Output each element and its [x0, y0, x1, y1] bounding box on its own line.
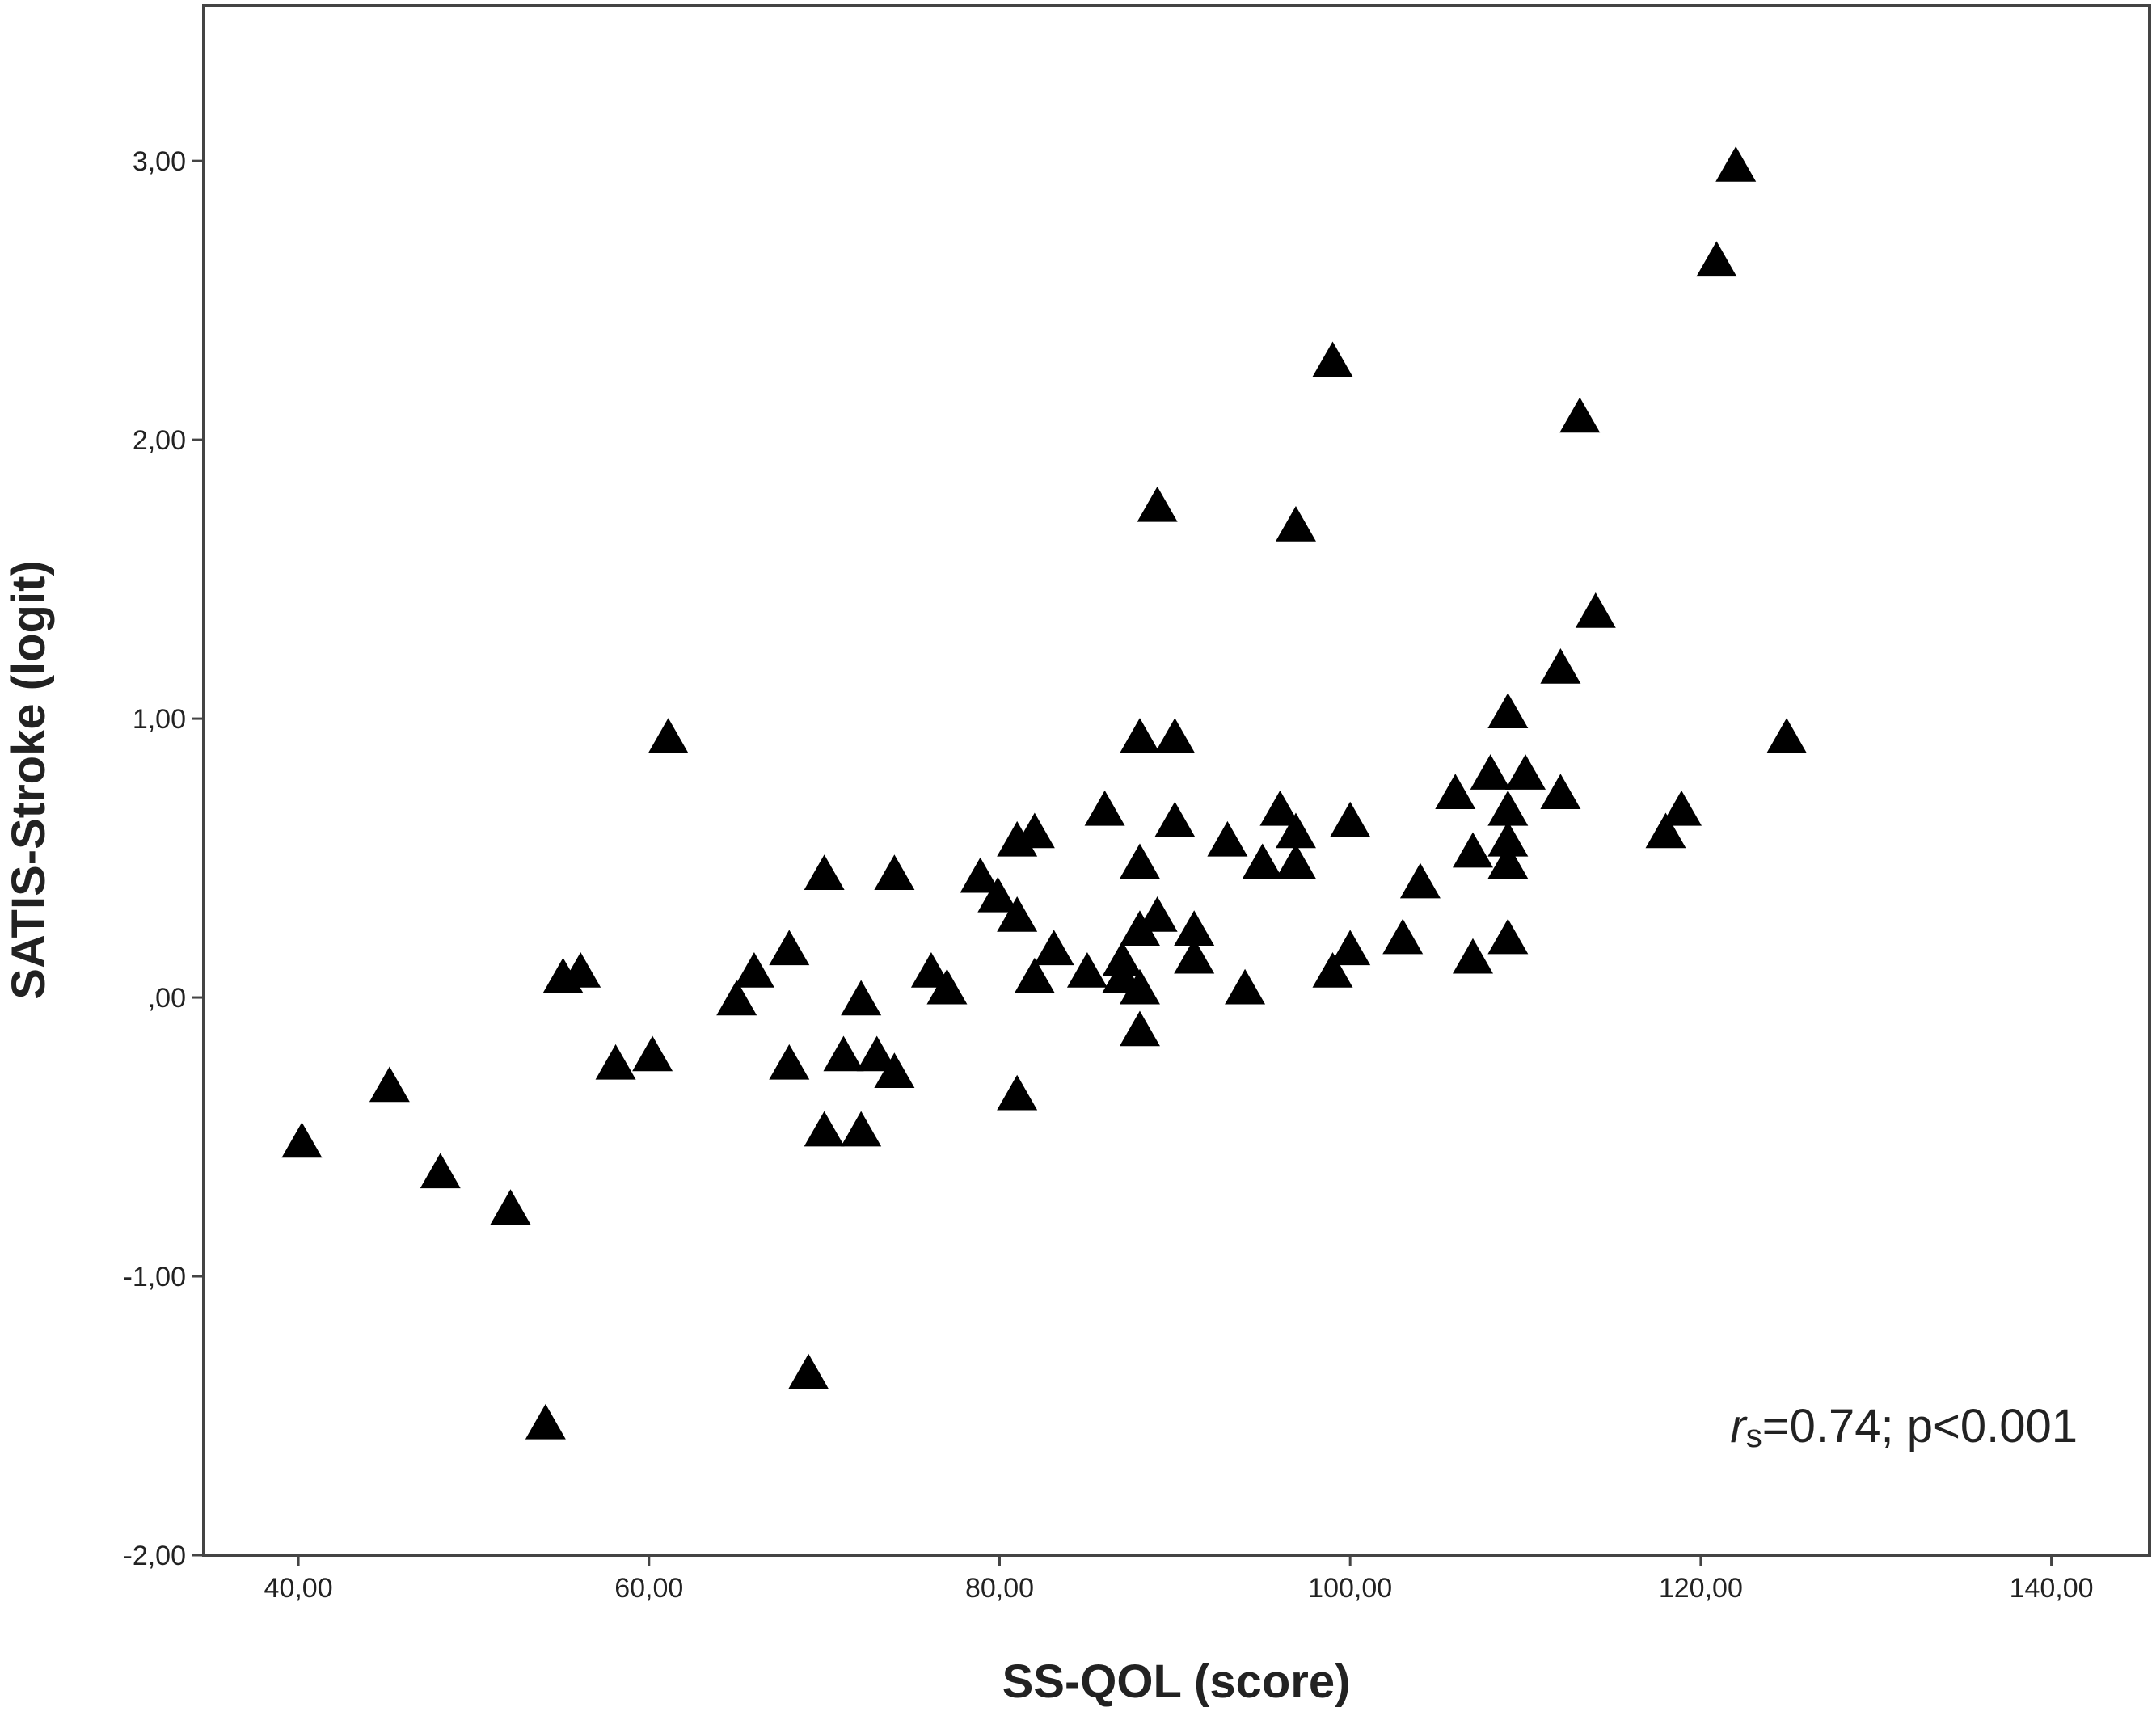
point — [1312, 341, 1353, 377]
point — [1066, 952, 1108, 988]
point — [874, 1052, 915, 1088]
point — [804, 1111, 845, 1147]
point — [733, 952, 774, 988]
point — [648, 718, 689, 753]
point — [1505, 754, 1546, 790]
point — [632, 1035, 673, 1072]
point — [1487, 693, 1529, 728]
point — [997, 896, 1038, 932]
point — [788, 1353, 829, 1389]
x-axis-title: SS-QOL (score) — [1002, 1655, 1351, 1708]
point — [804, 854, 845, 891]
point — [769, 1044, 810, 1080]
y-tick-label: 3,00 — [133, 146, 186, 177]
point — [910, 952, 951, 988]
x-tick-label: 40,00 — [264, 1573, 333, 1604]
x-tick-label: 100,00 — [1308, 1573, 1392, 1604]
x-tick-label: 140,00 — [2010, 1573, 2094, 1604]
point — [1119, 718, 1160, 753]
point — [1275, 506, 1316, 542]
point — [1014, 957, 1055, 993]
point — [1540, 647, 1581, 684]
point — [1312, 952, 1353, 988]
point — [960, 857, 1001, 893]
point — [369, 1066, 410, 1103]
point — [560, 952, 601, 988]
annotation: rs=0.74; p<0.001 — [1730, 1400, 2078, 1454]
point — [490, 1189, 531, 1225]
point — [1715, 146, 1757, 182]
x-tick-label: 120,00 — [1659, 1573, 1743, 1604]
y-axis-title: SATIS-Stroke (logit) — [2, 560, 55, 999]
point — [1137, 486, 1178, 522]
annotation-r: r — [1730, 1400, 1748, 1452]
point — [1154, 801, 1196, 837]
y-tick-label: 2,00 — [133, 425, 186, 456]
point — [1645, 812, 1686, 849]
x-tick-label: 60,00 — [614, 1573, 683, 1604]
x-tick-label: 80,00 — [965, 1573, 1034, 1604]
point — [769, 930, 810, 966]
plot-frame — [202, 4, 2151, 1557]
point — [1399, 862, 1441, 899]
point — [1382, 918, 1424, 955]
point — [977, 876, 1019, 913]
point — [1487, 843, 1529, 879]
y-tick-label: 1,00 — [133, 704, 186, 735]
point — [1696, 241, 1737, 277]
point — [1559, 397, 1601, 433]
point — [1014, 812, 1055, 849]
annotation-sub: s — [1746, 1419, 1762, 1454]
point — [1119, 1010, 1160, 1047]
point — [1540, 774, 1581, 809]
point — [1207, 820, 1248, 857]
point — [1275, 843, 1316, 879]
point — [997, 1074, 1038, 1111]
point — [1487, 918, 1529, 955]
point — [1137, 896, 1178, 932]
point — [1084, 790, 1125, 826]
y-tick-label: ,00 — [148, 983, 186, 1014]
point — [1330, 801, 1371, 837]
point — [1575, 592, 1616, 628]
point — [1435, 774, 1476, 809]
point — [595, 1044, 636, 1080]
point — [1259, 790, 1301, 826]
point — [1119, 843, 1160, 879]
point — [926, 968, 968, 1005]
point — [1766, 718, 1808, 753]
point — [1174, 910, 1215, 947]
point — [1452, 938, 1493, 974]
point — [420, 1153, 461, 1189]
point — [1174, 938, 1215, 974]
point — [1330, 930, 1371, 966]
point — [823, 1035, 864, 1072]
point — [1661, 790, 1702, 826]
annotation-text: =0.74; p<0.001 — [1762, 1400, 2078, 1452]
point — [856, 1035, 897, 1072]
point — [1119, 968, 1160, 1005]
point — [1033, 930, 1074, 966]
point — [841, 980, 882, 1016]
point — [841, 1111, 882, 1147]
point — [1470, 754, 1511, 790]
y-tick-label: -1,00 — [124, 1262, 187, 1292]
point — [1487, 820, 1529, 857]
point — [1487, 790, 1529, 826]
point — [1225, 968, 1266, 1005]
point — [716, 980, 757, 1016]
point — [1275, 812, 1316, 849]
point — [281, 1122, 323, 1158]
point — [1154, 718, 1196, 753]
point — [874, 854, 915, 891]
point — [525, 1403, 566, 1440]
point — [1242, 843, 1283, 879]
point — [1452, 832, 1493, 868]
y-tick-label: -2,00 — [124, 1541, 187, 1571]
